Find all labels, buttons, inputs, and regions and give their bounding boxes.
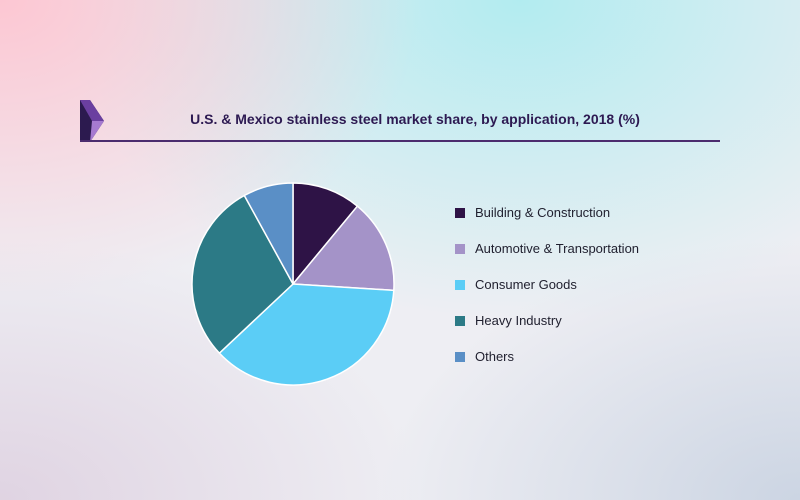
legend-label: Consumer Goods [475,277,577,292]
brand-logo [80,100,104,142]
pie-slice-others [243,182,294,285]
legend-item: Building & Construction [455,205,639,241]
chart-title: U.S. & Mexico stainless steel market sha… [190,111,640,127]
pie-slice-heavy-industry [191,194,294,355]
legend-item: Consumer Goods [455,277,639,313]
legend-item: Heavy Industry [455,313,639,349]
legend-label: Automotive & Transportation [475,241,640,256]
legend-swatch [455,208,465,218]
legend-label: Building & Construction [475,205,611,220]
chart-legend: Building & Construction Automotive & Tran… [455,205,639,385]
pie-slice-automotive-transportation [291,205,395,292]
legend-item: Others [455,349,639,385]
pie-slice-building-construction [292,182,359,287]
legend-swatch [455,316,465,326]
legend-swatch [455,244,465,254]
pie-slice-consumer-goods [218,283,395,386]
title-divider [80,140,720,142]
legend-swatch [455,352,465,362]
legend-label: Heavy Industry [475,313,562,328]
legend-label: Others [475,349,515,364]
legend-item: Automotive & Transportation [455,241,639,277]
legend-swatch [455,280,465,290]
